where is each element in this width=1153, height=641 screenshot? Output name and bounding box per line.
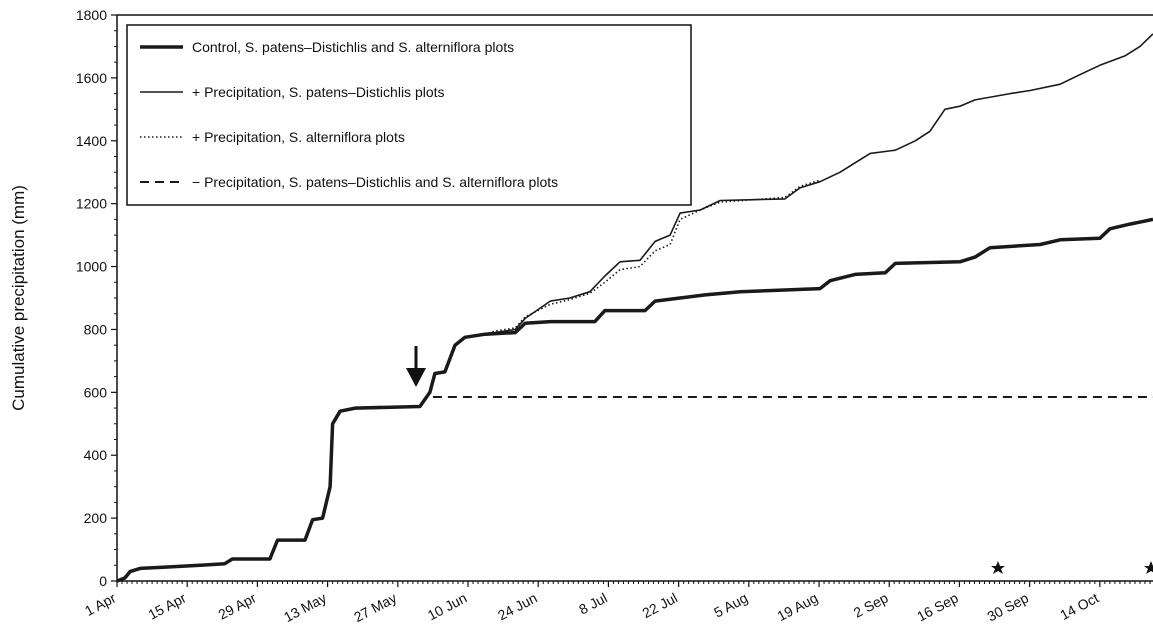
y-tick-label: 1800 — [76, 7, 107, 23]
y-tick-label: 600 — [84, 384, 108, 400]
y-tick-label: 1600 — [76, 70, 107, 86]
x-tick-label: 22 Jul — [640, 590, 680, 622]
legend-box — [126, 24, 692, 206]
x-tick-label: 8 Jul — [576, 590, 610, 618]
x-tick-label: 16 Sep — [914, 589, 961, 624]
series-line — [464, 33, 1153, 339]
y-axis-label: Cumulative precipitation (mm) — [9, 185, 28, 411]
x-tick-label: 2 Sep — [851, 589, 891, 620]
x-tick-label: 10 Jun — [425, 590, 470, 624]
legend: Control, S. patens–Distichlis and S. alt… — [126, 24, 692, 206]
legend-label: Control, S. patens–Distichlis and S. alt… — [192, 39, 514, 55]
x-tick-label: 1 Apr — [82, 589, 119, 619]
x-tick-label: 30 Sep — [984, 589, 1031, 624]
annotation-arrow — [406, 346, 426, 387]
x-tick-label: 5 Aug — [711, 590, 750, 621]
x-tick-label: 29 Apr — [216, 589, 260, 622]
series-line — [116, 217, 1153, 583]
legend-label: + Precipitation, S. patens–Distichlis pl… — [192, 84, 445, 100]
y-tick-label: 1400 — [76, 133, 107, 149]
star-marker — [991, 561, 1005, 574]
legend-label: − Precipitation, S. patens–Distichlis an… — [192, 174, 558, 190]
y-tick-label: 0 — [99, 573, 107, 589]
legend-label: + Precipitation, S. alterniflora plots — [192, 129, 405, 145]
x-tick-label: 19 Aug — [774, 590, 820, 625]
star-marker — [1144, 561, 1153, 574]
y-tick-label: 200 — [84, 510, 108, 526]
x-tick-label: 14 Oct — [1057, 589, 1101, 623]
y-tick-label: 1200 — [76, 196, 107, 212]
y-tick-label: 1000 — [76, 259, 107, 275]
y-tick-label: 400 — [84, 447, 108, 463]
x-tick-label: 24 Jun — [495, 590, 540, 624]
x-tick-label: 15 Apr — [145, 589, 189, 622]
x-tick-label: 13 May — [281, 590, 329, 626]
y-tick-label: 800 — [84, 321, 108, 337]
x-tick-label: 27 May — [351, 590, 399, 626]
